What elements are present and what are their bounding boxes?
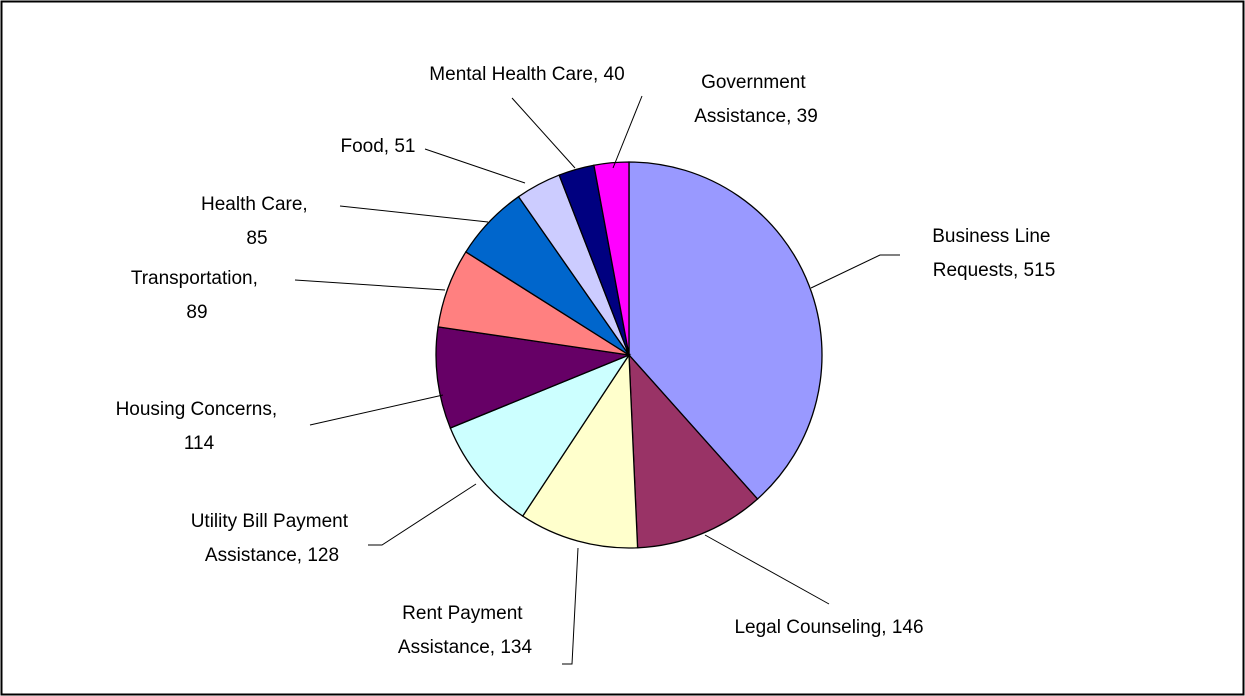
data-label: Transportation, 89 xyxy=(131,268,263,323)
data-label-line: Transportation, xyxy=(131,268,263,289)
data-label-line: Housing Concerns, xyxy=(116,399,283,420)
data-label-line: Legal Counseling, 146 xyxy=(734,617,923,638)
data-label: Utility Bill Payment Assistance, 128 xyxy=(191,511,354,566)
leader-line xyxy=(704,534,830,605)
data-label-line: Health Care, xyxy=(201,194,313,215)
data-label-line: 85 xyxy=(246,228,267,249)
leader-line xyxy=(511,97,576,169)
data-label-line: Assistance, 39 xyxy=(694,106,818,127)
data-label-line: Mental Health Care, 40 xyxy=(429,64,624,85)
data-label: Food, 51 xyxy=(341,136,416,157)
data-label-line: Business Line xyxy=(932,226,1056,247)
data-label-line: Assistance, 134 xyxy=(398,637,533,658)
leader-line xyxy=(810,254,900,289)
data-label: Health Care, 85 xyxy=(201,194,313,249)
leader-line xyxy=(562,547,579,665)
data-label: Legal Counseling, 146 xyxy=(734,617,923,638)
data-label-line: Food, 51 xyxy=(341,136,416,157)
data-label-line: 89 xyxy=(186,302,207,323)
data-label: Mental Health Care, 40 xyxy=(429,64,624,85)
pie-slice xyxy=(435,326,632,429)
pie-slice xyxy=(593,161,630,356)
leader-line xyxy=(339,205,489,223)
pie-slice xyxy=(628,353,759,549)
data-label: Government Assistance, 39 xyxy=(694,72,818,127)
data-label: Business Line Requests, 515 xyxy=(932,226,1056,281)
leader-line xyxy=(612,95,643,169)
data-label: Housing Concerns, 114 xyxy=(116,399,283,454)
leader-line xyxy=(368,483,477,546)
data-label-line: Assistance, 128 xyxy=(205,545,339,566)
leader-line xyxy=(294,279,446,291)
data-label-line: Utility Bill Payment xyxy=(191,511,354,532)
data-label-line: Government xyxy=(701,72,811,93)
pie-slice xyxy=(449,353,631,517)
leader-line xyxy=(309,394,444,426)
data-label: Rent Payment Assistance, 134 xyxy=(398,603,533,658)
data-label-line: Requests, 515 xyxy=(933,260,1056,281)
leader-line xyxy=(424,148,526,184)
pie-slice xyxy=(521,352,639,549)
pie-slice xyxy=(628,161,823,500)
data-label-line: 114 xyxy=(184,433,215,454)
data-label-line: Rent Payment xyxy=(402,603,528,624)
